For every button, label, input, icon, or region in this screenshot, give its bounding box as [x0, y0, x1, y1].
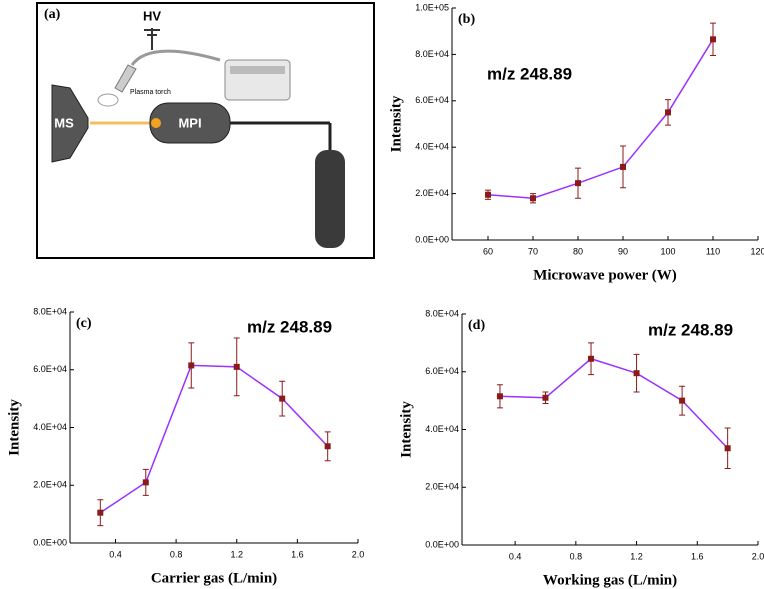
emitter: [114, 64, 137, 93]
series-line: [487, 38, 714, 199]
annotation: m/z 248.89: [247, 317, 332, 336]
y-tick-label: 6.0E+04: [425, 366, 459, 376]
x-tick-label: 0.8: [570, 551, 583, 561]
y-tick-label: 0.0E+00: [415, 234, 449, 244]
x-tick-label: 1.2: [630, 551, 643, 561]
marker: [233, 363, 240, 370]
marker: [496, 393, 503, 400]
x-tick-label: 120: [750, 246, 764, 256]
marker: [588, 355, 595, 362]
spray: [97, 93, 119, 107]
y-tick-label: 2.0E+04: [425, 482, 459, 492]
series-line: [499, 357, 729, 449]
torch-label: Plasma torch: [130, 89, 171, 96]
x-tick-label: 90: [618, 246, 628, 256]
hv-label: HV: [143, 8, 161, 23]
y-axis-label: Intensity: [6, 399, 22, 456]
x-axis-label: Working gas (L/min): [543, 572, 677, 588]
y-tick-label: 0.0E+00: [425, 539, 459, 549]
marker: [188, 362, 195, 369]
marker: [485, 191, 491, 198]
torch-tip: [151, 118, 161, 128]
y-tick-label: 0.0E+00: [33, 537, 67, 547]
syringe: [230, 66, 285, 74]
y-axis-label: Intensity: [388, 95, 404, 152]
diagram: (a) MS HV Plasma torch MPI: [36, 2, 375, 259]
x-tick-label: 0.4: [109, 549, 122, 559]
x-tick-label: 70: [528, 246, 538, 256]
marker: [620, 163, 626, 170]
annotation: m/z 248.89: [487, 64, 572, 83]
marker: [142, 479, 149, 486]
x-tick-label: 60: [483, 246, 493, 256]
y-tick-label: 8.0E+04: [33, 306, 67, 316]
panel-label: (c): [76, 316, 92, 331]
ms-label: MS: [54, 115, 74, 130]
x-tick-label: 80: [573, 246, 583, 256]
y-tick-label: 6.0E+04: [33, 364, 67, 374]
x-tick-label: 2.0: [752, 551, 764, 561]
y-tick-label: 8.0E+04: [415, 49, 449, 59]
x-tick-label: 100: [660, 246, 675, 256]
x-tick-label: 0.8: [170, 549, 183, 559]
y-tick-label: 2.0E+04: [415, 188, 449, 198]
marker: [575, 180, 581, 187]
chart: 0.0E+00 2.0E+04 4.0E+04 6.0E+04 8.0E+04 0.4 0.…: [6, 306, 364, 586]
marker: [97, 509, 104, 516]
ms-cone: [51, 84, 89, 163]
chart: 0.0E+00 2.0E+04 4.0E+04 6.0E+04 8.0E+04 1.0E+…: [388, 2, 764, 283]
marker: [665, 109, 671, 116]
marker: [633, 370, 640, 377]
y-tick-label: 1.0E+05: [415, 2, 449, 12]
x-tick-label: 2.0: [352, 549, 365, 559]
annotation: m/z 248.89: [648, 320, 733, 339]
marker: [724, 445, 731, 452]
series-line: [99, 364, 329, 514]
gas-cylinder: [315, 150, 345, 248]
y-tick-label: 6.0E+04: [415, 95, 449, 105]
y-tick-label: 4.0E+04: [425, 424, 459, 434]
x-tick-label: 1.6: [691, 551, 704, 561]
y-tick-label: 8.0E+04: [425, 308, 459, 318]
x-axis-label: Microwave power (W): [533, 267, 677, 283]
y-tick-label: 2.0E+04: [33, 480, 67, 490]
y-axis-label: Intensity: [398, 401, 414, 458]
marker: [679, 397, 686, 404]
x-tick-label: 1.2: [230, 549, 243, 559]
marker: [710, 36, 716, 43]
panel-label: (d): [468, 318, 485, 333]
tubing: [130, 49, 221, 66]
y-tick-label: 4.0E+04: [33, 422, 67, 432]
mpi-label: MPI: [178, 115, 201, 130]
x-tick-label: 110: [706, 246, 720, 256]
x-axis-label: Carrier gas (L/min): [151, 570, 277, 586]
y-tick-label: 4.0E+04: [415, 142, 449, 152]
panel-label: (a): [44, 7, 61, 22]
marker: [279, 395, 286, 402]
x-tick-label: 0.4: [509, 551, 522, 561]
marker: [542, 394, 549, 401]
panel-label: (b): [458, 12, 475, 27]
marker: [324, 443, 331, 450]
chart: 0.0E+00 2.0E+04 4.0E+04 6.0E+04 8.0E+04 0.4 0.…: [398, 308, 764, 588]
marker: [530, 195, 536, 202]
x-tick-label: 1.6: [291, 549, 304, 559]
